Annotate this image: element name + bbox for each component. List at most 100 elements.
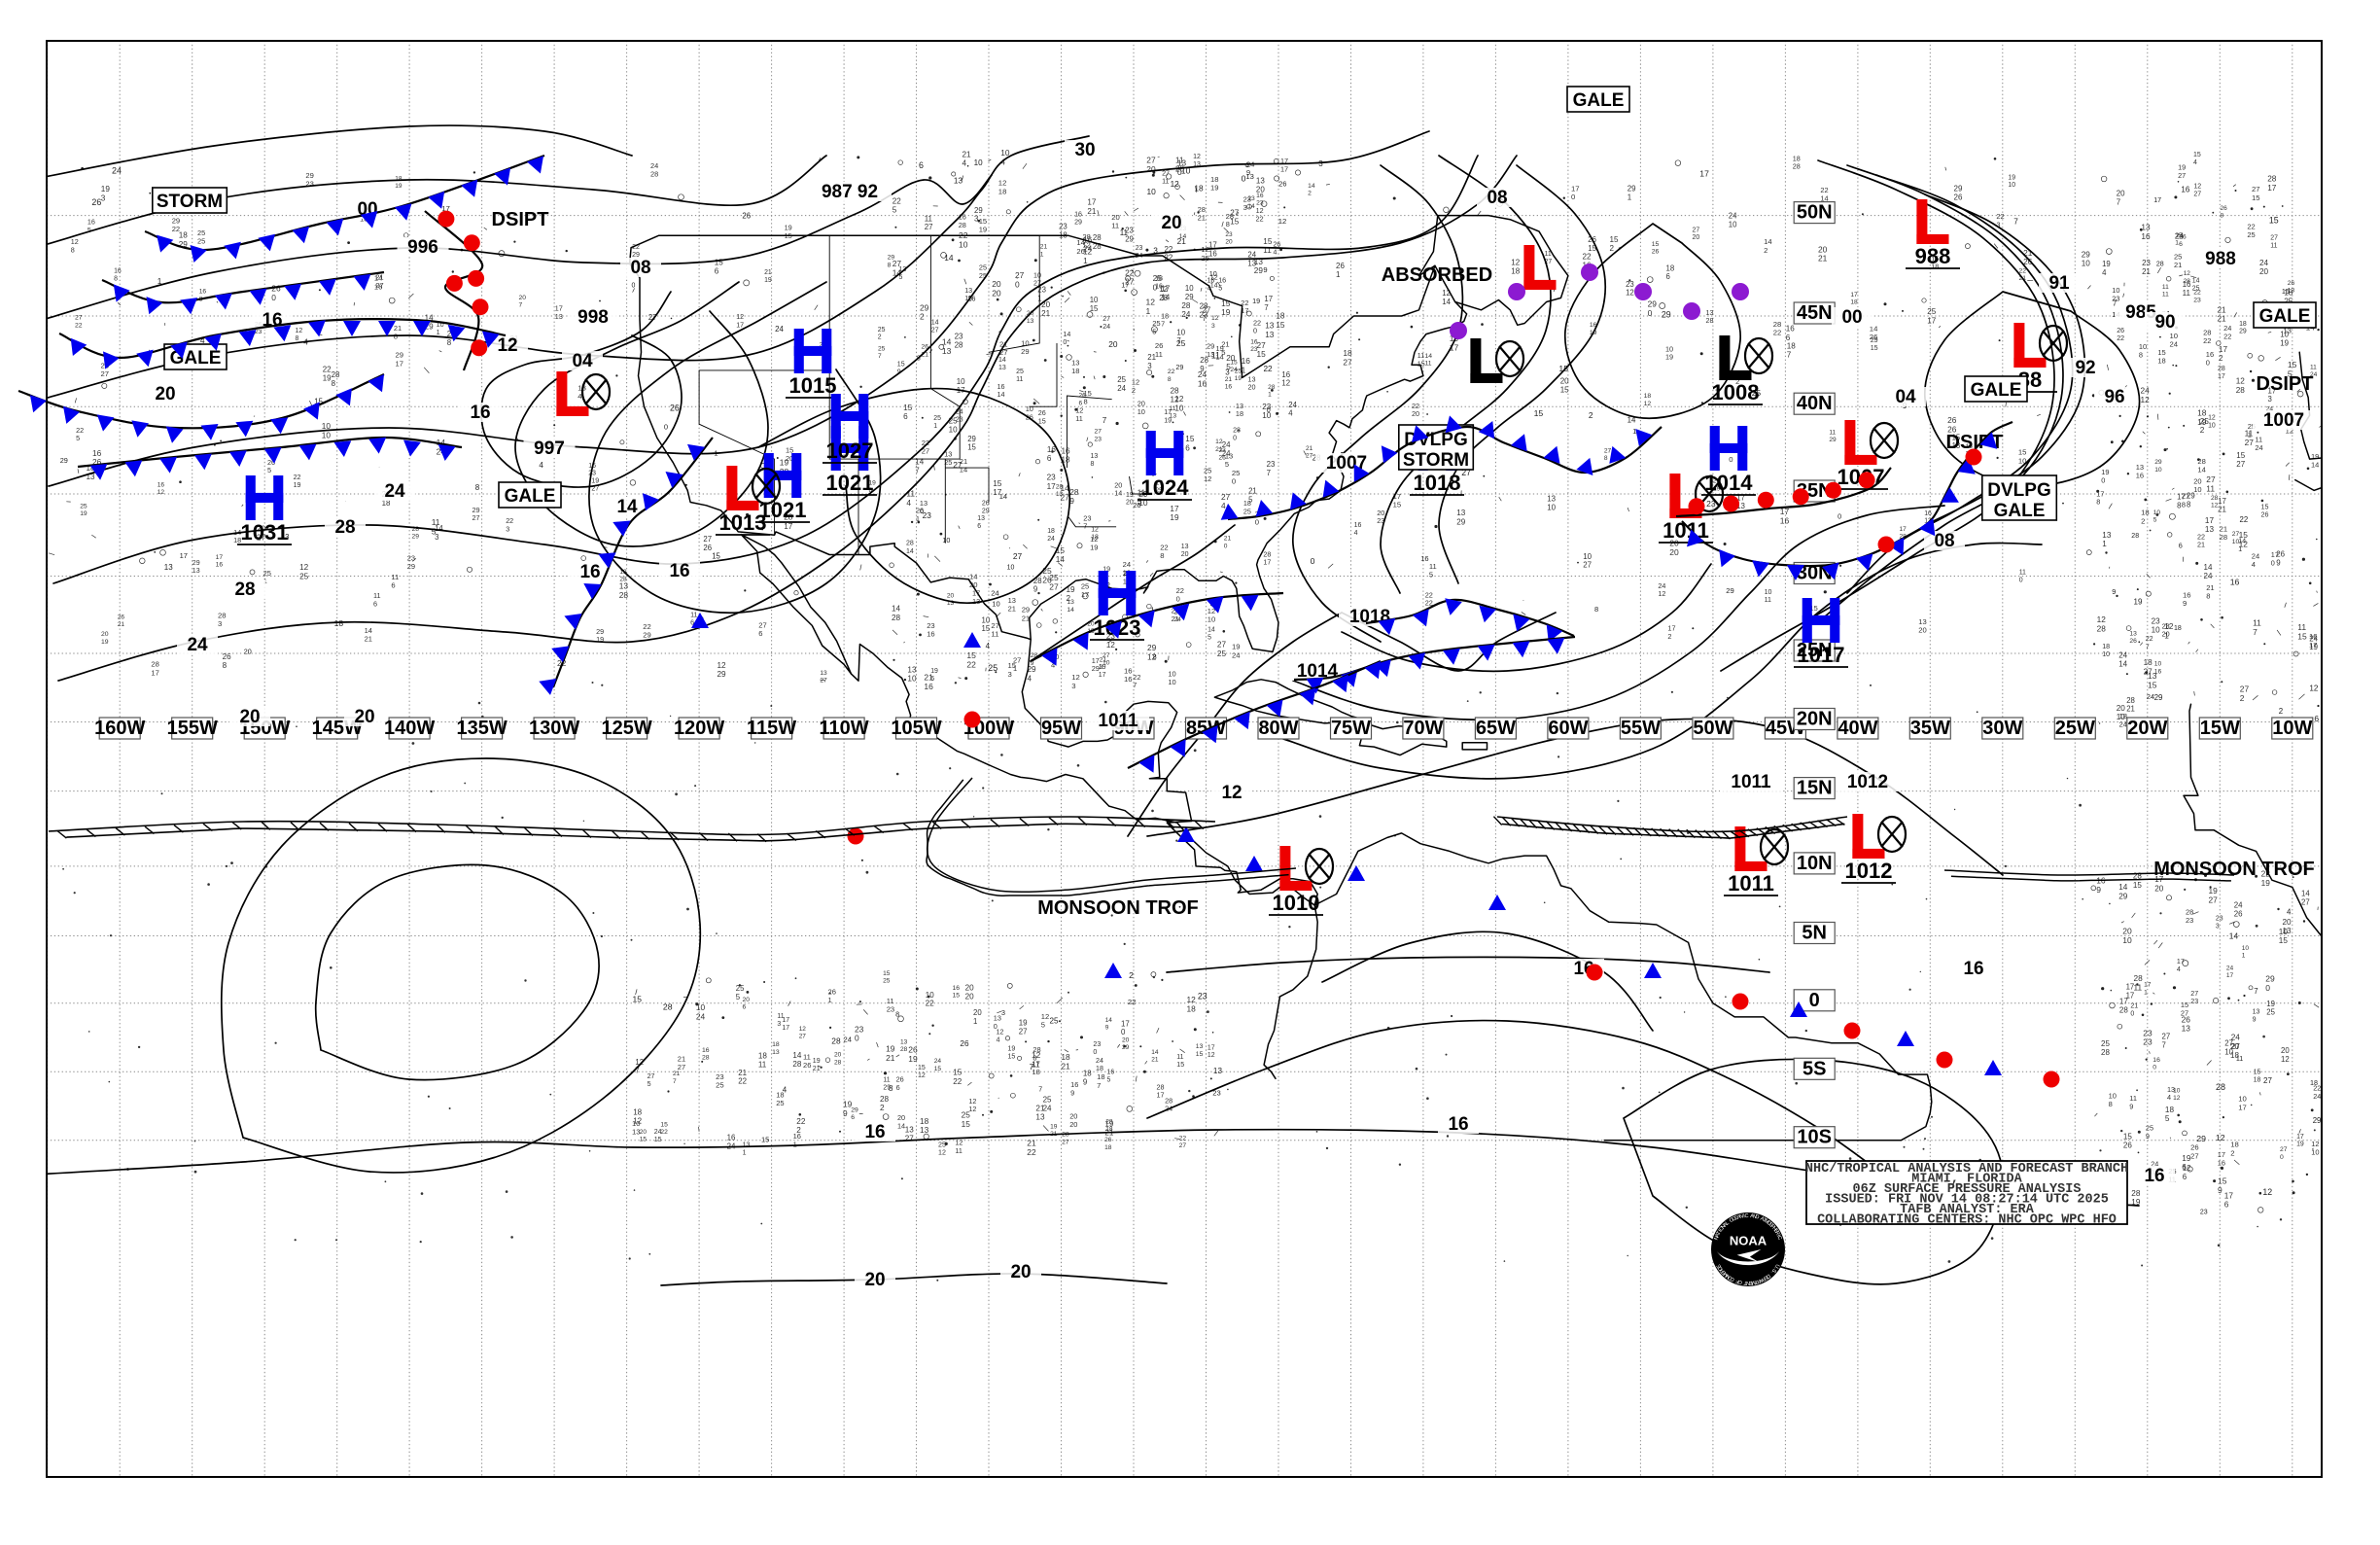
svg-text:17: 17 bbox=[736, 321, 744, 329]
svg-text:20: 20 bbox=[947, 593, 955, 600]
svg-text:10: 10 bbox=[957, 377, 965, 386]
svg-text:19: 19 bbox=[2102, 260, 2111, 268]
svg-text:19: 19 bbox=[813, 1058, 821, 1065]
svg-text:19: 19 bbox=[1050, 1123, 1058, 1130]
svg-text:18: 18 bbox=[758, 1052, 768, 1061]
svg-text:13: 13 bbox=[2283, 927, 2292, 935]
svg-text:4: 4 bbox=[1221, 501, 1226, 510]
svg-text:11: 11 bbox=[1111, 222, 1119, 230]
svg-text:40N: 40N bbox=[1797, 393, 1833, 414]
svg-text:26: 26 bbox=[1336, 262, 1345, 270]
svg-text:DSIPT: DSIPT bbox=[492, 209, 549, 230]
svg-text:15: 15 bbox=[966, 650, 976, 660]
svg-text:21: 21 bbox=[2218, 306, 2227, 315]
svg-text:10: 10 bbox=[992, 600, 999, 609]
svg-text:21: 21 bbox=[886, 1053, 895, 1063]
svg-text:17: 17 bbox=[1263, 559, 1271, 567]
svg-text:14: 14 bbox=[998, 357, 1006, 364]
svg-text:6: 6 bbox=[1786, 334, 1791, 342]
svg-text:13: 13 bbox=[555, 312, 563, 321]
svg-text:1: 1 bbox=[437, 328, 440, 336]
svg-text:19: 19 bbox=[764, 277, 772, 284]
svg-text:27: 27 bbox=[1693, 227, 1700, 233]
svg-text:1: 1 bbox=[743, 1150, 747, 1157]
svg-text:19: 19 bbox=[395, 183, 402, 190]
svg-text:17: 17 bbox=[1850, 292, 1858, 298]
svg-text:18: 18 bbox=[772, 1041, 780, 1048]
svg-text:27: 27 bbox=[2270, 235, 2278, 242]
svg-text:27: 27 bbox=[2263, 1076, 2272, 1085]
svg-text:18: 18 bbox=[1850, 299, 1858, 306]
svg-text:18: 18 bbox=[1236, 409, 1243, 418]
svg-text:25: 25 bbox=[716, 1081, 724, 1090]
svg-text:17: 17 bbox=[2144, 982, 2152, 989]
svg-text:4: 4 bbox=[906, 498, 911, 508]
svg-text:12: 12 bbox=[2262, 1187, 2272, 1197]
svg-text:0: 0 bbox=[1233, 436, 1237, 442]
svg-text:4: 4 bbox=[1288, 409, 1293, 418]
svg-text:15: 15 bbox=[715, 258, 724, 266]
svg-text:23: 23 bbox=[2143, 1037, 2152, 1047]
svg-text:23: 23 bbox=[1125, 227, 1134, 235]
svg-text:26: 26 bbox=[2117, 327, 2124, 334]
svg-text:15: 15 bbox=[761, 1135, 769, 1143]
svg-text:25: 25 bbox=[2101, 1039, 2110, 1048]
svg-text:10: 10 bbox=[2238, 1095, 2247, 1104]
svg-text:10N: 10N bbox=[1797, 853, 1833, 874]
svg-text:0: 0 bbox=[2152, 1065, 2156, 1071]
svg-text:16: 16 bbox=[2183, 590, 2191, 599]
svg-text:4: 4 bbox=[962, 159, 967, 168]
svg-text:55W: 55W bbox=[1621, 718, 1661, 739]
svg-text:3: 3 bbox=[1001, 1008, 1005, 1017]
svg-text:9: 9 bbox=[2112, 587, 2116, 596]
svg-text:20: 20 bbox=[1069, 1120, 1077, 1129]
svg-text:19: 19 bbox=[101, 185, 111, 193]
svg-text:27: 27 bbox=[648, 1072, 655, 1080]
svg-text:17: 17 bbox=[784, 522, 793, 531]
svg-text:4: 4 bbox=[2102, 268, 2107, 277]
svg-text:8: 8 bbox=[1084, 397, 1088, 405]
svg-text:10: 10 bbox=[907, 675, 917, 684]
svg-text:13: 13 bbox=[820, 670, 827, 677]
svg-text:17: 17 bbox=[2267, 183, 2277, 193]
svg-text:00: 00 bbox=[1841, 307, 1862, 328]
svg-text:27: 27 bbox=[2190, 1151, 2198, 1160]
svg-text:15: 15 bbox=[1257, 349, 1267, 359]
svg-text:80W: 80W bbox=[1258, 718, 1298, 739]
svg-text:21: 21 bbox=[118, 621, 125, 628]
svg-text:26: 26 bbox=[1042, 575, 1052, 584]
svg-text:11: 11 bbox=[1418, 352, 1424, 360]
svg-text:17: 17 bbox=[2296, 1134, 2304, 1141]
svg-text:20: 20 bbox=[1918, 626, 1926, 635]
svg-text:23: 23 bbox=[2152, 616, 2161, 625]
svg-text:8: 8 bbox=[475, 483, 480, 492]
svg-text:29: 29 bbox=[1125, 235, 1134, 244]
svg-text:10: 10 bbox=[1176, 328, 1185, 336]
svg-text:12: 12 bbox=[938, 1148, 946, 1156]
svg-text:25: 25 bbox=[299, 572, 309, 580]
svg-text:3: 3 bbox=[218, 619, 222, 628]
svg-text:14: 14 bbox=[2229, 931, 2239, 940]
svg-text:29: 29 bbox=[2196, 1134, 2206, 1143]
svg-text:27: 27 bbox=[820, 678, 827, 685]
svg-text:26: 26 bbox=[2123, 1141, 2133, 1150]
svg-text:19: 19 bbox=[2134, 597, 2143, 606]
svg-text:23: 23 bbox=[1093, 1040, 1101, 1048]
svg-text:26: 26 bbox=[908, 1045, 918, 1055]
svg-text:10: 10 bbox=[2152, 625, 2161, 634]
svg-text:9: 9 bbox=[2253, 1017, 2257, 1024]
svg-text:GALE: GALE bbox=[505, 486, 556, 507]
svg-text:91: 91 bbox=[2048, 273, 2070, 294]
svg-text:19: 19 bbox=[1235, 375, 1242, 382]
svg-text:19: 19 bbox=[1665, 353, 1673, 362]
svg-text:18: 18 bbox=[633, 1107, 642, 1116]
svg-text:1: 1 bbox=[793, 1141, 797, 1149]
svg-text:16: 16 bbox=[1124, 666, 1133, 675]
svg-text:16: 16 bbox=[1250, 338, 1258, 345]
svg-text:29: 29 bbox=[2154, 459, 2162, 466]
svg-text:7: 7 bbox=[2013, 218, 2018, 227]
svg-text:5: 5 bbox=[1041, 1021, 1045, 1030]
svg-text:1: 1 bbox=[1083, 257, 1088, 265]
svg-text:21: 21 bbox=[813, 1066, 821, 1072]
svg-text:11: 11 bbox=[2297, 622, 2306, 632]
